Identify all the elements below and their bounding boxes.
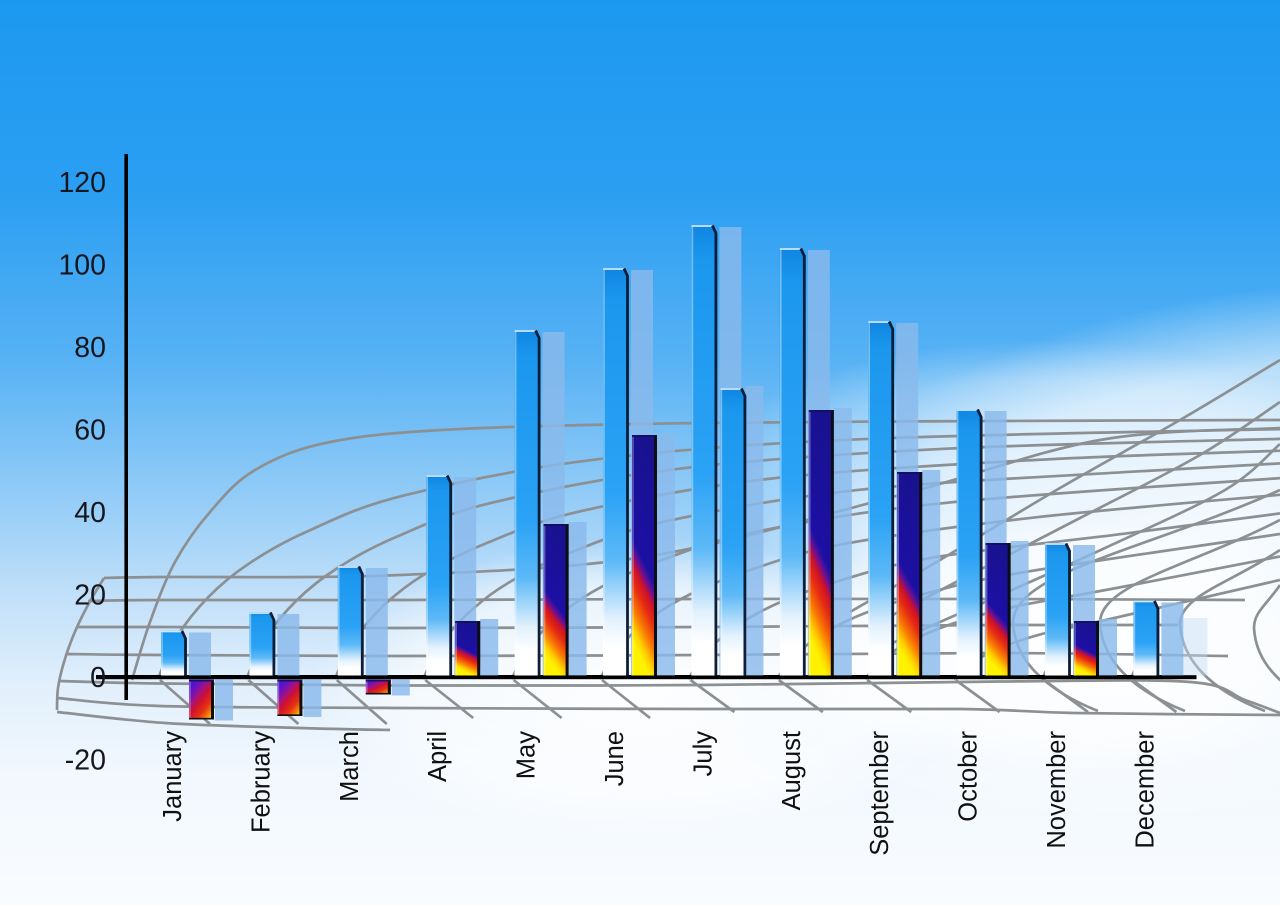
svg-text:June: June <box>601 731 629 786</box>
svg-text:100: 100 <box>58 250 106 282</box>
svg-text:20: 20 <box>74 580 106 612</box>
svg-text:80: 80 <box>74 332 106 364</box>
svg-text:February: February <box>247 731 275 833</box>
svg-text:April: April <box>424 731 452 782</box>
svg-text:40: 40 <box>74 497 106 529</box>
svg-text:October: October <box>955 731 983 822</box>
svg-text:December: December <box>1131 731 1159 849</box>
svg-text:July: July <box>689 731 717 777</box>
svg-text:January: January <box>159 731 187 822</box>
svg-text:November: November <box>1043 731 1071 849</box>
svg-text:-20: -20 <box>65 745 106 777</box>
svg-text:September: September <box>866 731 894 856</box>
svg-text:May: May <box>513 731 541 779</box>
svg-text:60: 60 <box>74 415 106 447</box>
svg-text:March: March <box>336 731 364 802</box>
svg-text:120: 120 <box>58 167 106 199</box>
svg-text:August: August <box>778 731 806 810</box>
svg-text:0: 0 <box>90 662 106 694</box>
